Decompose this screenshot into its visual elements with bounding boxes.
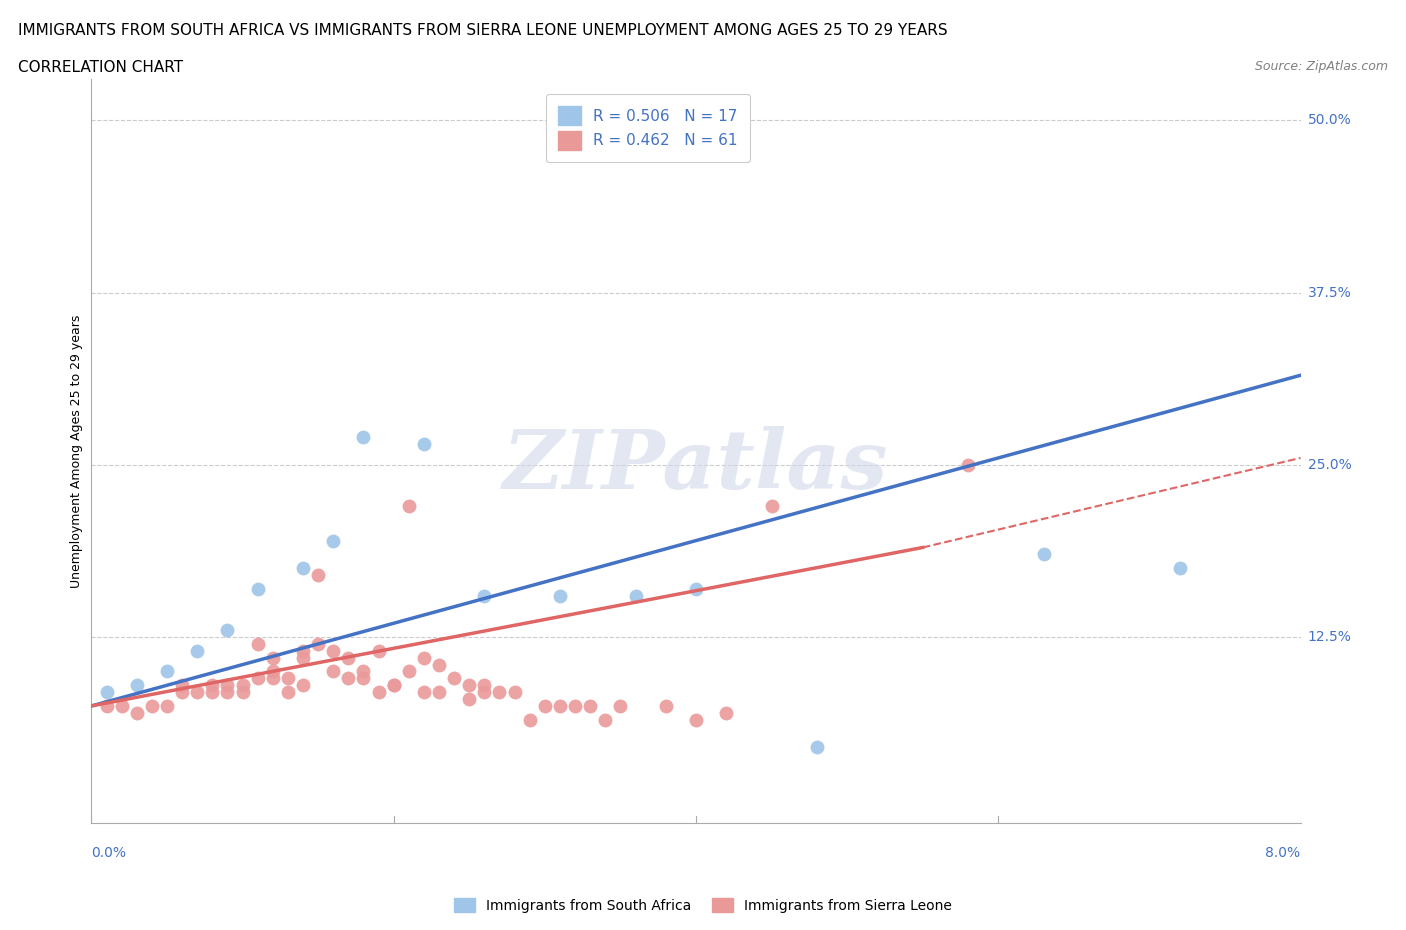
Point — [322, 533, 344, 548]
Point — [548, 698, 571, 713]
Legend: R = 0.506   N = 17, R = 0.462   N = 61: R = 0.506 N = 17, R = 0.462 N = 61 — [546, 94, 749, 162]
Point — [262, 664, 284, 679]
Point — [217, 678, 239, 693]
Point — [352, 671, 374, 685]
Point — [413, 684, 436, 699]
Point — [458, 692, 481, 707]
Point — [533, 698, 555, 713]
Point — [413, 437, 436, 452]
Point — [262, 650, 284, 665]
Point — [367, 684, 389, 699]
Point — [231, 678, 253, 693]
Point — [96, 698, 118, 713]
Point — [277, 684, 299, 699]
Point — [382, 678, 405, 693]
Point — [367, 644, 389, 658]
Point — [217, 623, 239, 638]
Point — [172, 684, 194, 699]
Point — [231, 684, 253, 699]
Point — [352, 430, 374, 445]
Text: 0.0%: 0.0% — [91, 846, 127, 860]
Point — [472, 684, 495, 699]
Point — [246, 581, 269, 596]
Point — [141, 698, 163, 713]
Point — [398, 664, 420, 679]
Point — [125, 705, 148, 720]
Point — [761, 498, 783, 513]
Point — [806, 740, 828, 755]
Point — [956, 458, 979, 472]
Point — [292, 650, 315, 665]
Point — [292, 678, 315, 693]
Point — [337, 650, 360, 665]
Point — [186, 684, 208, 699]
Point — [427, 684, 450, 699]
Text: Source: ZipAtlas.com: Source: ZipAtlas.com — [1254, 60, 1388, 73]
Text: 8.0%: 8.0% — [1265, 846, 1301, 860]
Y-axis label: Unemployment Among Ages 25 to 29 years: Unemployment Among Ages 25 to 29 years — [70, 314, 83, 588]
Point — [337, 671, 360, 685]
Point — [398, 498, 420, 513]
Legend: Immigrants from South Africa, Immigrants from Sierra Leone: Immigrants from South Africa, Immigrants… — [449, 893, 957, 919]
Point — [472, 678, 495, 693]
Point — [322, 664, 344, 679]
Text: ZIPatlas: ZIPatlas — [503, 426, 889, 506]
Point — [564, 698, 586, 713]
Point — [472, 589, 495, 604]
Point — [156, 664, 179, 679]
Point — [262, 671, 284, 685]
Text: 12.5%: 12.5% — [1308, 630, 1351, 644]
Text: 37.5%: 37.5% — [1308, 286, 1351, 299]
Point — [277, 671, 299, 685]
Point — [548, 589, 571, 604]
Point — [458, 678, 481, 693]
Point — [186, 644, 208, 658]
Point — [609, 698, 631, 713]
Point — [307, 636, 329, 651]
Point — [201, 678, 224, 693]
Point — [246, 671, 269, 685]
Point — [172, 678, 194, 693]
Text: IMMIGRANTS FROM SOUTH AFRICA VS IMMIGRANTS FROM SIERRA LEONE UNEMPLOYMENT AMONG : IMMIGRANTS FROM SOUTH AFRICA VS IMMIGRAN… — [18, 23, 948, 38]
Point — [292, 561, 315, 576]
Text: 25.0%: 25.0% — [1308, 458, 1351, 472]
Point — [382, 678, 405, 693]
Point — [1032, 547, 1054, 562]
Point — [413, 650, 436, 665]
Point — [307, 567, 329, 582]
Point — [125, 678, 148, 693]
Point — [579, 698, 602, 713]
Point — [503, 684, 526, 699]
Point — [427, 658, 450, 672]
Point — [595, 712, 617, 727]
Point — [322, 644, 344, 658]
Point — [96, 684, 118, 699]
Point — [1168, 561, 1191, 576]
Point — [217, 684, 239, 699]
Point — [488, 684, 510, 699]
Point — [156, 698, 179, 713]
Point — [201, 684, 224, 699]
Point — [246, 636, 269, 651]
Point — [352, 664, 374, 679]
Point — [443, 671, 465, 685]
Text: CORRELATION CHART: CORRELATION CHART — [18, 60, 183, 75]
Point — [685, 712, 707, 727]
Point — [111, 698, 132, 713]
Point — [685, 581, 707, 596]
Text: 50.0%: 50.0% — [1308, 113, 1351, 127]
Point — [654, 698, 676, 713]
Point — [714, 705, 737, 720]
Point — [519, 712, 541, 727]
Point — [292, 644, 315, 658]
Point — [624, 589, 647, 604]
